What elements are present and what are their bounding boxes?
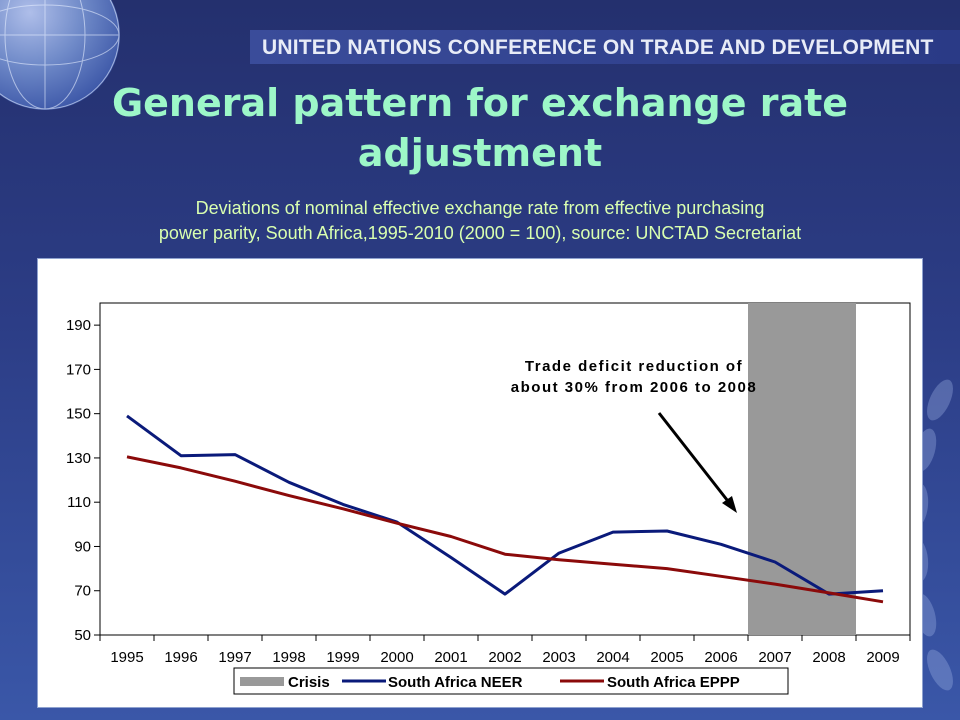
legend-label-eppp: South Africa EPPP — [607, 674, 740, 691]
x-tick-label: 2002 — [488, 649, 521, 666]
x-tick-label: 1999 — [326, 649, 359, 666]
annotation-arrow-head — [722, 496, 737, 513]
crisis-region — [748, 303, 856, 635]
y-tick-label: 150 — [66, 406, 91, 423]
legend-label-neer: South Africa NEER — [388, 674, 523, 691]
x-tick-label: 2001 — [434, 649, 467, 666]
annotation-arrow-shaft — [657, 412, 733, 506]
x-tick-label: 2000 — [380, 649, 413, 666]
chart-subtitle: Deviations of nominal effective exchange… — [40, 196, 920, 246]
y-tick-label: 130 — [66, 450, 91, 467]
subtitle-line-2: power parity, South Africa,1995-2010 (20… — [158, 223, 802, 243]
y-tick-label: 190 — [66, 317, 91, 334]
x-tick-label: 2006 — [704, 649, 737, 666]
header-banner — [250, 30, 960, 64]
x-tick-label: 2005 — [650, 649, 683, 666]
y-tick-label: 170 — [66, 361, 91, 378]
line-chart: 50 70 90 110 130 150 170 190 1995 1996 1997 1998 199… — [66, 302, 911, 695]
legend-box — [233, 667, 789, 695]
x-tick-label: 2004 — [596, 649, 629, 666]
x-tick-label: 1995 — [110, 649, 143, 666]
x-tick-label: 2003 — [542, 649, 575, 666]
y-tick-label: 110 — [67, 494, 91, 511]
x-tick-label: 2007 — [758, 649, 791, 666]
title-line-1: General pattern for exchange rate — [111, 81, 849, 125]
chart-annotation: Trade deficit reduction of about 30% fro… — [511, 358, 757, 513]
x-tick-label: 1998 — [272, 649, 305, 666]
y-tick-label: 90 — [74, 538, 91, 555]
legend-swatch-crisis — [240, 677, 284, 686]
chart-panel: 50 70 90 110 130 150 170 190 1995 1996 1997 1998 199… — [37, 258, 923, 708]
legend: Crisis South Africa NEER South Africa EP… — [233, 667, 789, 695]
x-tick-label: 1996 — [164, 649, 197, 666]
x-tick-label: 1997 — [218, 649, 251, 666]
series-line-eppp — [126, 455, 884, 604]
x-tick-label: 2009 — [866, 649, 899, 666]
y-tick-label: 70 — [74, 583, 91, 600]
annotation-line-1: Trade deficit reduction of — [525, 358, 743, 375]
x-tick-label: 2008 — [812, 649, 845, 666]
globe-grid-icon — [0, 0, 120, 110]
legend-label-crisis: Crisis — [288, 674, 330, 691]
page-title: General pattern for exchange rate adjust… — [60, 78, 900, 178]
annotation-line-2: about 30% from 2006 to 2008 — [511, 379, 757, 396]
organization-name: UNITED NATIONS CONFERENCE ON TRADE AND D… — [262, 36, 934, 59]
series-line-neer — [126, 414, 884, 596]
title-line-2: adjustment — [357, 131, 603, 175]
y-tick-label: 50 — [74, 627, 91, 644]
subtitle-line-1: Deviations of nominal effective exchange… — [195, 198, 765, 218]
